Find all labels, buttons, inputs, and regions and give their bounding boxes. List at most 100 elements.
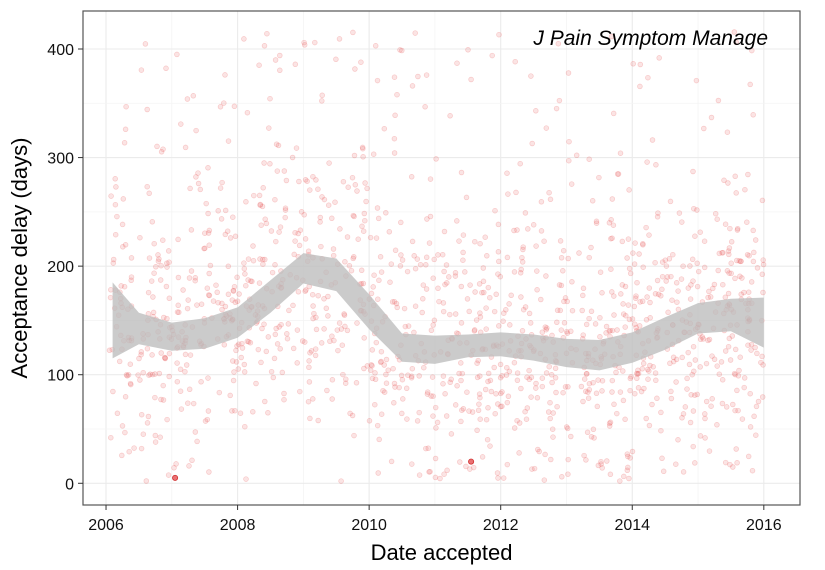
scatter-point (608, 217, 614, 223)
scatter-point (467, 466, 473, 472)
scatter-point (491, 364, 497, 371)
scatter-point (397, 47, 403, 53)
scatter-point (692, 357, 699, 363)
scatter-point (229, 297, 236, 303)
scatter-point (599, 378, 606, 384)
scatter-point (224, 228, 231, 234)
scatter-point (393, 300, 400, 307)
scatter-point (378, 359, 384, 366)
scatter-point (319, 194, 325, 200)
scatter-point (165, 472, 172, 478)
scatter-point (152, 432, 159, 439)
scatter-point (441, 471, 447, 477)
scatter-point (123, 372, 130, 378)
scatter-point (350, 29, 356, 36)
scatter-point (454, 218, 460, 224)
scatter-point (241, 36, 247, 42)
scatter-point (695, 268, 702, 275)
scatter-point (697, 336, 704, 343)
scatter-point (580, 292, 586, 299)
y-tick-label: 100 (47, 368, 74, 385)
scatter-point (609, 235, 615, 241)
scatter-point (573, 152, 580, 159)
scatter-point (370, 284, 376, 290)
scatter-point (362, 180, 368, 186)
scatter-point (122, 126, 129, 133)
scatter-point (381, 389, 388, 395)
scatter-point (331, 337, 337, 344)
scatter-point (364, 363, 371, 369)
scatter-point (207, 262, 214, 269)
scatter-point (566, 157, 572, 164)
scatter-point (731, 370, 738, 377)
scatter-point (339, 342, 346, 348)
scatter-point (110, 260, 117, 266)
scatter-point (628, 373, 634, 380)
scatter-point (460, 406, 467, 412)
scatter-point (692, 460, 698, 466)
scatter-point (679, 415, 685, 421)
x-tick-label: 2014 (614, 517, 650, 534)
scatter-point (304, 178, 310, 184)
scatter-point (715, 267, 721, 274)
scatter-point (495, 221, 502, 228)
scatter-point (149, 219, 156, 225)
scatter-point (659, 273, 666, 280)
scatter-point (504, 399, 511, 406)
scatter-point (546, 363, 552, 370)
scatter-point (741, 289, 747, 296)
scatter-point (496, 258, 502, 265)
scatter-point (631, 303, 638, 310)
scatter-point (458, 283, 465, 290)
scatter-point (566, 138, 572, 145)
scatter-point (302, 236, 309, 242)
scatter-point (222, 207, 229, 214)
scatter-point (454, 383, 460, 389)
y-tick-label: 400 (47, 42, 74, 59)
scatter-point (647, 362, 653, 369)
scatter-point (735, 373, 742, 379)
scatter-point (234, 298, 241, 304)
scatter-point (608, 33, 615, 40)
scatter-point (440, 308, 447, 315)
scatter-point (243, 476, 249, 482)
scatter-point (112, 176, 118, 182)
scatter-point (472, 289, 478, 295)
scatter-point (230, 287, 237, 294)
scatter-point (456, 238, 462, 244)
scatter-point (392, 247, 399, 254)
scatter-point (144, 420, 151, 426)
scatter-point (517, 160, 523, 167)
scatter-point (292, 238, 298, 244)
scatter-point (589, 198, 596, 204)
scatter-point (511, 425, 518, 431)
scatter-point (268, 228, 275, 234)
scatter-point (433, 156, 439, 162)
scatter-point (547, 415, 553, 422)
scatter-point (388, 458, 395, 465)
scatter-point (443, 413, 450, 419)
scatter-point (114, 213, 120, 220)
scatter-point (364, 185, 370, 192)
scatter-point (556, 97, 563, 104)
scatter-point (667, 198, 674, 205)
scatter-point (680, 411, 687, 417)
scatter-point (234, 274, 240, 281)
scatter-point (680, 469, 687, 475)
scatter-point (425, 445, 432, 451)
scatter-point (511, 227, 517, 234)
scatter-point (110, 388, 116, 395)
scatter-point (145, 289, 152, 296)
scatter-point (440, 300, 447, 306)
scatter-point (462, 269, 468, 275)
scatter-point (183, 362, 190, 368)
scatter-point (148, 278, 155, 284)
scatter-point (474, 374, 481, 381)
scatter-point (649, 401, 655, 408)
scatter-point (250, 409, 256, 415)
scatter-point (186, 275, 193, 281)
scatter-point (161, 314, 167, 321)
scatter-point (620, 368, 626, 374)
scatter-point (259, 203, 266, 210)
